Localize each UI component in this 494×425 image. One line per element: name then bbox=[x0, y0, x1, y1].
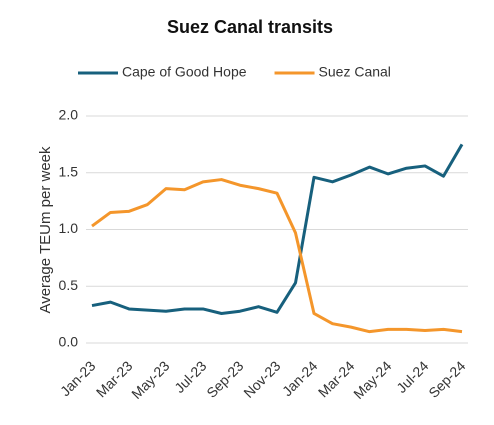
y-tick-label: 0.0 bbox=[59, 334, 79, 350]
chart-title: Suez Canal transits bbox=[167, 17, 333, 37]
x-tick-label: May-23 bbox=[128, 358, 172, 402]
x-tick-label: Mar-24 bbox=[315, 358, 358, 401]
x-tick-label: Sep-24 bbox=[425, 358, 468, 401]
legend-label: Suez Canal bbox=[319, 64, 391, 80]
y-tick-label: 1.0 bbox=[59, 220, 79, 236]
legend-label: Cape of Good Hope bbox=[122, 64, 247, 80]
y-tick-label: 0.5 bbox=[59, 277, 79, 293]
line-series bbox=[91, 178, 463, 334]
x-tick-label: Jan-24 bbox=[279, 358, 321, 400]
y-tick-label: 1.5 bbox=[59, 163, 79, 179]
x-tick-label: Sep-23 bbox=[203, 358, 246, 401]
x-tick-label: May-24 bbox=[350, 358, 394, 402]
x-tick-label: Nov-23 bbox=[240, 358, 283, 401]
y-axis-label: Average TEUm per week bbox=[37, 146, 54, 314]
line-series bbox=[91, 143, 464, 315]
y-tick-label: 2.0 bbox=[59, 107, 79, 123]
x-tick-label: Mar-23 bbox=[93, 358, 136, 401]
x-tick-label: Jan-23 bbox=[57, 358, 99, 400]
